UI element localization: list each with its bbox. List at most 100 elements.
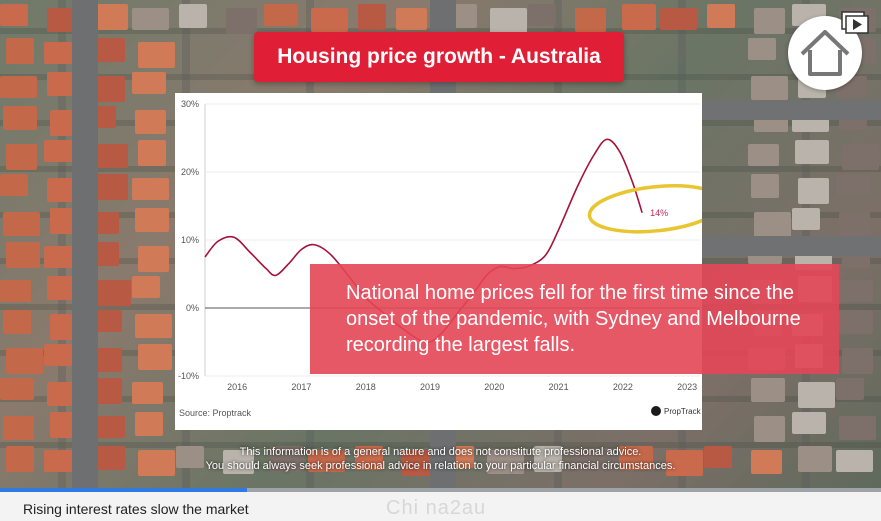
video-progress-bar[interactable]: [0, 488, 881, 492]
roof: [311, 8, 348, 32]
roof: [751, 174, 779, 198]
y-tick-label: -10%: [178, 371, 199, 381]
roof: [6, 446, 34, 472]
roof: [528, 4, 556, 26]
roof: [47, 72, 75, 96]
roof: [396, 8, 427, 30]
roof: [223, 450, 254, 474]
street: [700, 100, 881, 120]
roof: [264, 4, 298, 26]
disclaimer-line-2: You should always seek professional advi…: [205, 460, 676, 472]
y-tick-label: 10%: [181, 235, 199, 245]
roof: [44, 246, 81, 268]
roof: [487, 450, 524, 474]
roof: [751, 450, 782, 474]
x-tick-label: 2022: [613, 382, 633, 392]
chart-card: 30% 20% 10% 0% -10% 2016 2017 2018 2019 2020 2021 2…: [175, 93, 702, 430]
roof: [94, 76, 125, 102]
roof: [836, 450, 873, 472]
roof: [135, 412, 163, 436]
roof: [402, 450, 433, 476]
roof: [839, 212, 870, 236]
x-tick-label: 2017: [291, 382, 311, 392]
chart-source: Source: Proptrack: [179, 408, 252, 418]
video-caption: Rising interest rates slow the market: [23, 501, 249, 517]
roof: [798, 446, 832, 472]
playlist-button[interactable]: [841, 11, 869, 35]
roof: [490, 8, 527, 34]
street: [72, 0, 98, 488]
playlist-icon: [841, 11, 869, 34]
caption-bar: Rising interest rates slow the market Ch…: [0, 492, 881, 521]
home-button[interactable]: [788, 16, 862, 90]
latest-value-label: 14%: [650, 208, 668, 218]
roof: [135, 314, 172, 338]
proptrack-logo: PropTrack: [651, 406, 701, 416]
roof: [619, 446, 653, 470]
roof: [792, 412, 826, 434]
roof: [176, 446, 204, 468]
roof: [748, 144, 779, 166]
roof: [138, 140, 166, 166]
roof: [44, 140, 78, 162]
highlight-ellipse: [587, 184, 702, 234]
roof: [0, 76, 37, 98]
proptrack-logo-text: PropTrack: [664, 406, 701, 416]
roof: [660, 8, 697, 30]
watermark: Chi na2au: [386, 497, 487, 519]
x-tick-label: 2018: [356, 382, 376, 392]
roof: [44, 344, 72, 366]
roof: [795, 140, 829, 164]
roof: [138, 42, 175, 68]
video-progress-fill: [0, 488, 247, 492]
video-player[interactable]: Housing price growth - Australia 30% 20% 1…: [0, 0, 881, 488]
roof: [138, 450, 175, 476]
roof: [94, 280, 131, 306]
proptrack-logo-icon: [651, 406, 661, 416]
home-icon: [800, 30, 850, 76]
roof: [270, 446, 304, 472]
roof: [132, 276, 160, 298]
roof: [6, 144, 37, 170]
roof: [534, 446, 562, 472]
roof: [707, 4, 735, 28]
roof: [836, 378, 864, 400]
roof: [622, 4, 656, 30]
roof: [138, 344, 172, 370]
roof: [798, 382, 835, 408]
roof: [135, 110, 166, 134]
roof: [836, 280, 873, 302]
roof: [836, 174, 870, 196]
roof: [575, 8, 606, 32]
roof: [839, 416, 876, 440]
roof: [842, 348, 873, 374]
roof: [3, 106, 37, 130]
roof: [751, 76, 788, 100]
roof: [842, 144, 879, 170]
roof: [94, 378, 122, 404]
roof: [798, 178, 829, 204]
roof: [355, 446, 383, 470]
line-chart: 30% 20% 10% 0% -10% 2016 2017 2018 2019 2020 2021 2…: [178, 99, 702, 392]
roof: [666, 450, 703, 476]
roof: [751, 378, 785, 402]
roof: [132, 72, 166, 94]
roof: [6, 242, 40, 268]
roof: [44, 450, 75, 472]
y-tick-label: 0%: [186, 303, 199, 313]
x-tick-label: 2019: [420, 382, 440, 392]
roof: [6, 38, 34, 64]
roof: [3, 212, 40, 236]
y-tick-label: 20%: [181, 167, 199, 177]
disclaimer: This information is of a general nature …: [0, 445, 881, 473]
roof: [132, 178, 169, 200]
x-tick-label: 2016: [227, 382, 247, 392]
roof: [179, 4, 207, 28]
roof: [135, 208, 169, 232]
roof: [226, 8, 257, 34]
chart-title-banner: Housing price growth - Australia: [254, 32, 624, 82]
roof: [748, 38, 776, 60]
roof: [358, 4, 386, 30]
roof: [132, 382, 163, 404]
x-tick-label: 2020: [484, 382, 504, 392]
